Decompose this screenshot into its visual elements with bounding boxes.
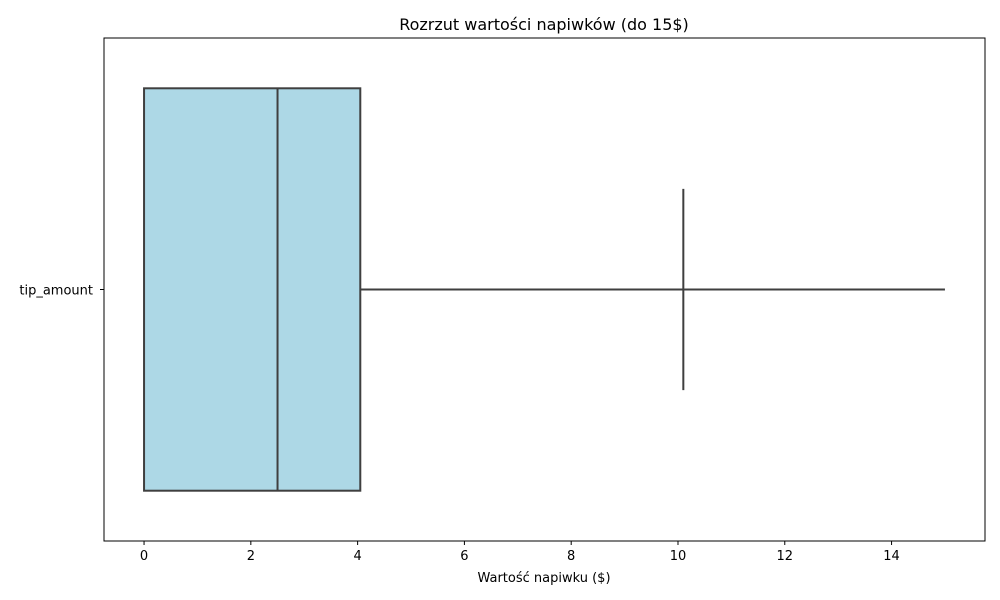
y-tick-label: tip_amount xyxy=(19,284,93,299)
y-axis: tip_amount xyxy=(19,284,104,299)
x-axis: 0 2 4 6 8 10 12 14 xyxy=(140,541,900,564)
x-tick-label: 0 xyxy=(140,549,148,564)
x-tick-label: 12 xyxy=(776,549,793,564)
x-tick-label: 6 xyxy=(460,549,468,564)
x-tick-label: 14 xyxy=(883,549,900,564)
x-tick-label: 4 xyxy=(353,549,361,564)
x-axis-label: Wartość napiwku ($) xyxy=(477,571,610,586)
x-tick-label: 8 xyxy=(567,549,575,564)
x-tick-label: 2 xyxy=(247,549,255,564)
chart-title: Rozrzut wartości napiwków (do 15$) xyxy=(399,15,689,34)
box-iqr xyxy=(143,87,362,492)
plot-area xyxy=(143,87,945,492)
x-tick-label: 10 xyxy=(670,549,687,564)
